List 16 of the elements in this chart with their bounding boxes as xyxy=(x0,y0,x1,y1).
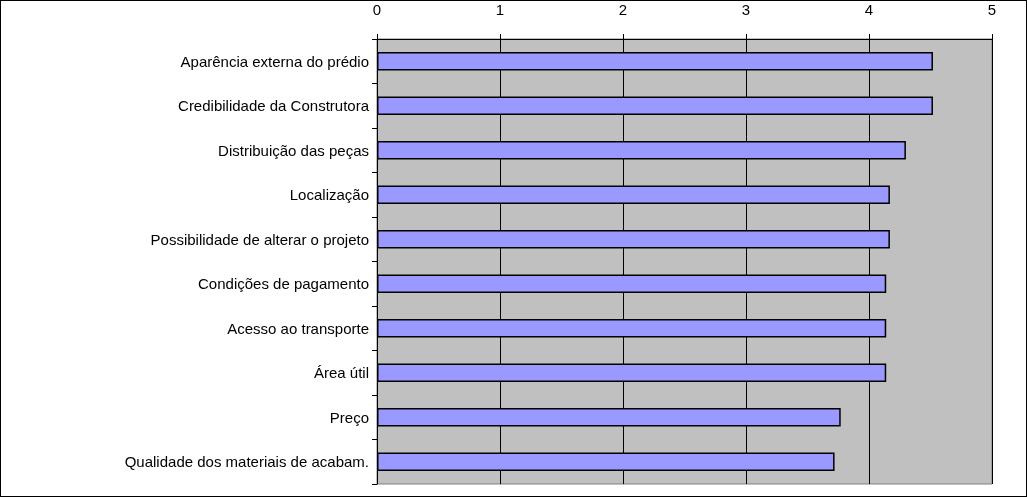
x-tick-label: 0 xyxy=(372,1,382,18)
x-tick-label: 2 xyxy=(618,1,628,18)
y-tick-label: Preço xyxy=(329,408,369,426)
y-tick-label: Distribuição das peças xyxy=(218,141,369,159)
y-tick-label: Localização xyxy=(289,186,369,204)
x-tick-label: 4 xyxy=(864,1,874,18)
x-tick-label: 5 xyxy=(987,1,997,18)
y-tick-label: Aparência externa do prédio xyxy=(180,52,369,70)
y-tick-label: Credibilidade da Construtora xyxy=(178,97,370,115)
x-tick-label: 3 xyxy=(741,1,751,18)
y-tick-label: Condições de pagamento xyxy=(198,275,369,293)
y-tick-label: Área útil xyxy=(313,364,369,382)
y-tick-label: Acesso ao transporte xyxy=(227,319,369,337)
y-tick-label: Possibilidade de alterar o projeto xyxy=(150,230,369,248)
y-tick-label: Qualidade dos materiais de acabam. xyxy=(124,453,369,471)
x-tick-label: 1 xyxy=(495,1,505,18)
